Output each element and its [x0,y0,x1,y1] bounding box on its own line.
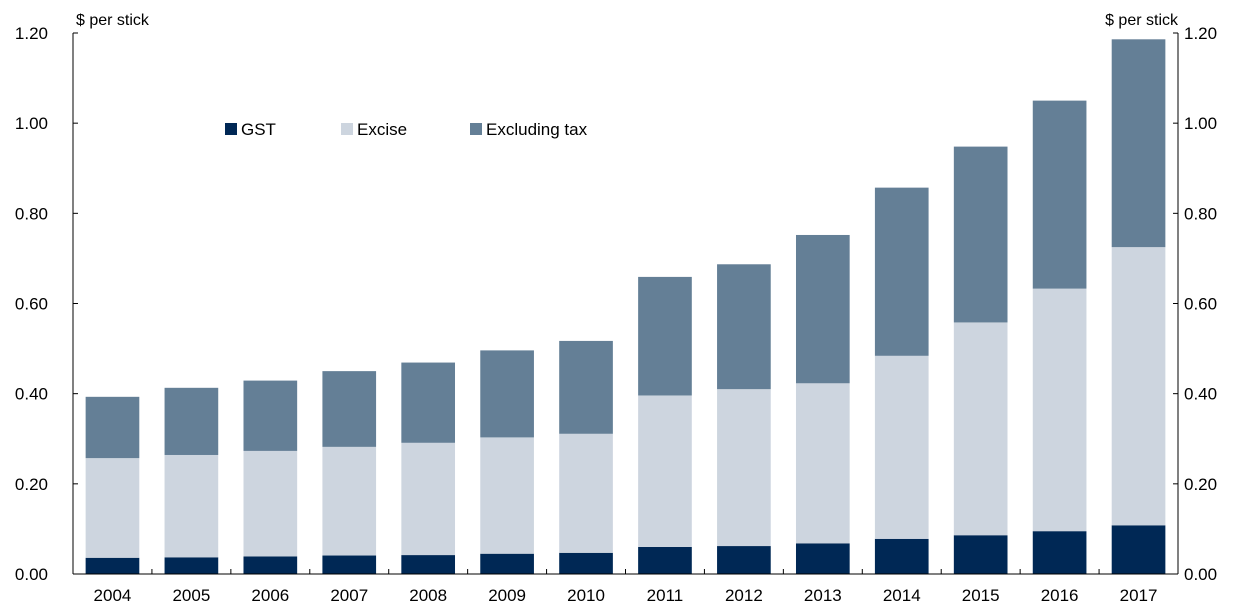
bar-excise-2008 [401,442,456,556]
bar-excise-2011 [638,395,692,547]
bar-excise-2013 [795,383,850,544]
bar-excluding-tax-2017 [1111,39,1166,248]
legend-swatch-excluding-tax [470,123,482,135]
y-tick-label-left: 0.20 [15,475,48,494]
bar-gst-2017 [1111,525,1166,574]
x-tick-label-2005: 2005 [172,586,210,605]
bar-excluding-tax-2012 [717,264,771,390]
bar-excluding-tax-2010 [559,340,613,434]
y-axis-label-left: $ per stick [76,12,150,29]
bar-gst-2012 [717,546,771,574]
y-tick-label-right: 1.00 [1184,114,1217,133]
x-tick-label-2016: 2016 [1041,586,1079,605]
y-axis-label-right: $ per stick [1105,12,1179,29]
axes-group: 0.00 0.00 0.20 0.20 0.40 0.40 0.60 0.60 0.80 0.80… [15,24,1217,605]
bar-excluding-tax-2016 [1032,100,1087,289]
y-tick-label-left: 0.40 [15,385,48,404]
bar-gst-2006 [243,556,298,574]
bar-gst-2016 [1032,531,1087,574]
bar-excluding-tax-2015 [953,146,1008,323]
bar-excluding-tax-2008 [401,362,456,443]
x-tick-label-2010: 2010 [567,586,605,605]
bar-gst-2009 [480,553,534,574]
bar-excluding-tax-2013 [795,234,850,384]
x-tick-label-2012: 2012 [725,586,763,605]
bar-excluding-tax-2009 [480,350,534,438]
bar-excise-2006 [243,450,298,557]
bar-excise-2012 [717,389,771,547]
bar-excluding-tax-2011 [638,276,692,396]
bar-gst-2015 [953,535,1008,574]
legend-label-excluding-tax: Excluding tax [486,120,588,139]
bar-excluding-tax-2005 [164,387,219,455]
y-tick-label-left: 0.00 [15,565,48,584]
y-tick-label-right: 0.60 [1184,295,1217,314]
bar-excise-2016 [1032,288,1087,532]
x-tick-label-2017: 2017 [1120,586,1158,605]
bar-excise-2014 [874,355,929,539]
bar-gst-2011 [638,546,692,574]
bar-gst-2013 [795,543,850,574]
bar-gst-2004 [85,557,140,574]
bar-excise-2015 [953,322,1008,536]
bar-excise-2017 [1111,247,1166,526]
bar-gst-2007 [322,555,377,574]
bar-excise-2010 [559,433,613,553]
bar-excluding-tax-2004 [85,396,140,459]
legend-label-excise: Excise [357,120,407,139]
bar-excluding-tax-2007 [322,371,377,447]
legend-label-gst: GST [241,120,276,139]
x-tick-label-2014: 2014 [883,586,921,605]
bar-gst-2008 [401,555,456,574]
y-tick-label-left: 1.20 [15,24,48,43]
x-tick-label-2004: 2004 [94,586,132,605]
bar-gst-2005 [164,557,219,574]
legend: GST Excise Excluding tax [225,120,588,139]
y-tick-label-right: 0.20 [1184,475,1217,494]
x-tick-label-2006: 2006 [251,586,289,605]
bar-excluding-tax-2006 [243,380,298,451]
bar-gst-2014 [874,538,929,574]
y-tick-label-right: 0.40 [1184,385,1217,404]
x-tick-label-2009: 2009 [488,586,526,605]
y-tick-label-left: 0.80 [15,204,48,223]
bar-gst-2010 [559,552,613,574]
x-tick-label-2015: 2015 [962,586,1000,605]
legend-swatch-excise [341,123,353,135]
x-tick-label-2011: 2011 [647,586,684,605]
x-tick-label-2013: 2013 [804,586,842,605]
bar-excise-2007 [322,446,377,556]
y-tick-label-left: 0.60 [15,295,48,314]
y-tick-label-left: 1.00 [15,114,48,133]
bar-excise-2005 [164,454,219,558]
y-tick-label-right: 1.20 [1184,24,1217,43]
bar-excise-2009 [480,437,534,554]
legend-swatch-gst [225,123,237,135]
x-tick-label-2007: 2007 [330,586,368,605]
y-tick-label-right: 0.00 [1184,565,1217,584]
y-tick-label-right: 0.80 [1184,204,1217,223]
bar-excise-2004 [85,458,140,558]
bar-excluding-tax-2014 [874,187,929,356]
x-tick-label-2008: 2008 [409,586,447,605]
bars-group [85,39,1166,574]
